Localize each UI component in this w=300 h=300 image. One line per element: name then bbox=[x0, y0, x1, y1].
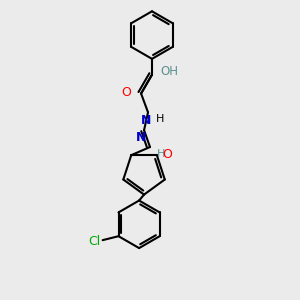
Text: O: O bbox=[121, 86, 131, 99]
Text: H: H bbox=[157, 149, 165, 159]
Text: OH: OH bbox=[160, 65, 178, 78]
Text: N: N bbox=[136, 131, 146, 144]
Text: O: O bbox=[162, 148, 172, 161]
Text: H: H bbox=[156, 114, 164, 124]
Text: Cl: Cl bbox=[88, 235, 101, 248]
Text: N: N bbox=[141, 114, 151, 127]
